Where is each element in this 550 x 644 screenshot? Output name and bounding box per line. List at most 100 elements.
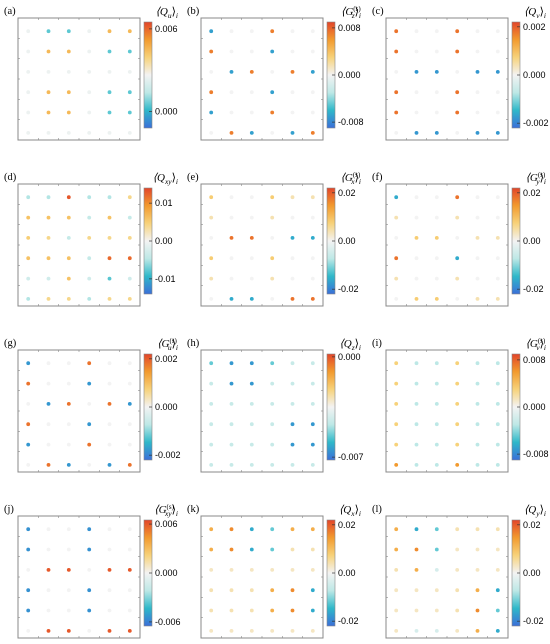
data-point <box>66 568 71 572</box>
colorbar-tick-label: 0.00 <box>523 568 541 578</box>
data-point <box>46 256 51 261</box>
data-point <box>127 49 132 54</box>
data-point <box>475 442 480 447</box>
data-point <box>475 276 480 281</box>
data-point <box>249 608 254 613</box>
data-point <box>229 568 234 572</box>
data-point <box>310 463 315 467</box>
data-point <box>46 236 51 240</box>
data-point <box>455 547 460 552</box>
panel-i: (i) 0.008 0.000 -0.008 ⟨G(s) v⟩i <box>372 337 549 473</box>
data-point <box>229 29 234 34</box>
data-point <box>495 256 500 261</box>
data-point <box>107 402 112 406</box>
data-point <box>310 236 315 240</box>
data-point <box>414 70 419 74</box>
data-point <box>66 442 71 447</box>
panel-k: (k) 0.02 0.00 -0.02 ⟨Qx⟩i <box>187 504 361 639</box>
colorbar <box>143 21 153 129</box>
data-point <box>229 297 234 301</box>
data-point <box>26 568 31 572</box>
data-point <box>475 49 480 54</box>
data-point <box>66 547 71 552</box>
data-point <box>26 215 31 220</box>
data-point <box>66 361 71 366</box>
data-point <box>66 195 71 200</box>
data-point <box>209 422 214 427</box>
data-point <box>209 90 214 95</box>
data-point <box>46 547 51 552</box>
data-point <box>209 110 214 115</box>
data-point <box>270 256 275 261</box>
data-point <box>229 110 234 115</box>
data-point <box>290 49 295 54</box>
panel-title: ⟨G(s) z⟩i <box>341 5 361 20</box>
data-point <box>107 381 112 386</box>
data-point <box>249 527 254 532</box>
data-point <box>270 215 275 220</box>
data-point <box>290 442 295 447</box>
data-point <box>229 629 234 633</box>
data-point <box>87 568 92 572</box>
data-point <box>209 361 214 366</box>
data-point <box>455 608 460 613</box>
data-point <box>46 527 51 532</box>
data-point <box>455 49 460 54</box>
data-point <box>270 547 275 552</box>
plot-frame <box>17 515 141 639</box>
data-point <box>229 70 234 74</box>
panel-label: (e) <box>187 172 199 183</box>
data-point <box>87 256 92 261</box>
data-point <box>270 608 275 613</box>
data-point <box>270 422 275 427</box>
data-point <box>434 422 439 427</box>
data-point <box>249 588 254 593</box>
data-point <box>66 29 71 34</box>
data-point <box>270 276 275 281</box>
data-point <box>26 361 31 366</box>
data-point <box>394 276 399 281</box>
data-point <box>475 361 480 366</box>
data-point <box>270 402 275 406</box>
data-point <box>475 29 480 34</box>
data-point <box>26 29 31 34</box>
data-point <box>434 236 439 240</box>
data-point <box>87 276 92 281</box>
data-point <box>66 276 71 281</box>
data-point <box>290 276 295 281</box>
data-point <box>209 236 214 240</box>
data-point <box>434 70 439 74</box>
data-point <box>127 297 132 301</box>
data-point <box>270 361 275 366</box>
data-point <box>290 422 295 427</box>
colorbar-tick-label: 0.00 <box>338 236 356 246</box>
data-point <box>270 195 275 200</box>
data-point <box>107 90 112 95</box>
data-point <box>455 110 460 115</box>
data-point <box>229 195 234 200</box>
data-point <box>290 568 295 572</box>
data-point <box>107 215 112 220</box>
data-point <box>229 547 234 552</box>
data-point <box>87 629 92 633</box>
data-point <box>414 361 419 366</box>
data-point <box>455 442 460 447</box>
data-point <box>229 527 234 532</box>
data-point <box>87 381 92 386</box>
data-point <box>229 215 234 220</box>
data-point <box>475 215 480 220</box>
colorbar-tick-label: -0.007 <box>338 452 364 462</box>
data-point <box>290 236 295 240</box>
data-point <box>310 131 315 135</box>
data-point <box>414 402 419 406</box>
data-point <box>394 49 399 54</box>
data-point <box>495 588 500 593</box>
data-point <box>87 49 92 54</box>
data-point <box>26 608 31 613</box>
data-point <box>229 422 234 427</box>
data-point <box>414 29 419 34</box>
data-point <box>290 381 295 386</box>
data-point <box>249 442 254 447</box>
data-point <box>66 527 71 532</box>
data-point <box>310 442 315 447</box>
